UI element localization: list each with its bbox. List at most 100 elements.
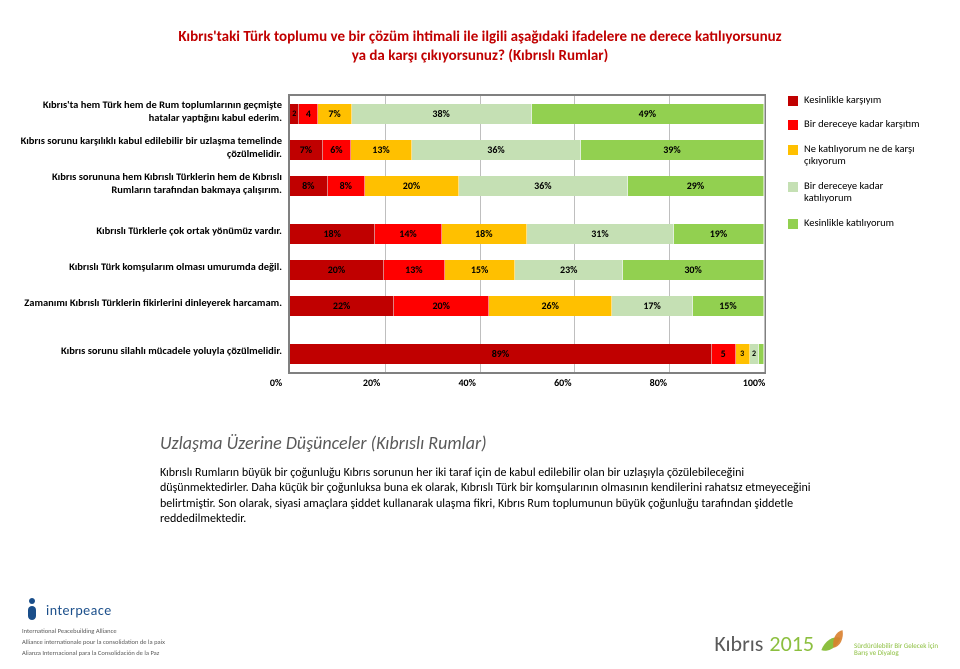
bar-segment: 49% — [532, 104, 764, 124]
kibris-tag-2: Barış ve Diyalog — [854, 649, 938, 657]
kibris-year: 2015 — [769, 630, 814, 657]
interpeace-icon — [22, 598, 42, 624]
bar-segment: 15% — [445, 260, 515, 280]
bar-segment: 89% — [290, 344, 712, 364]
bar-row: 7%6%13%36%39% — [290, 132, 764, 168]
stacked-bar: 22%20%26%17%15% — [290, 296, 764, 316]
group-spacer — [12, 322, 288, 334]
footer-right: Kıbrıs 2015 Sürdürülebilir Bir Gelecek İ… — [714, 630, 938, 657]
row-labels: Kıbrıs'ta hem Türk hem de Rum toplumları… — [12, 94, 288, 370]
legend-swatch — [788, 182, 798, 192]
kibris-tagline: Sürdürülebilir Bir Gelecek İçin Barış ve… — [854, 642, 938, 657]
stacked-bar: 7%6%13%36%39% — [290, 140, 764, 160]
row-label: Kıbrıs sorunu karşılıklı kabul edilebili… — [12, 130, 288, 166]
title-line-2: ya da karşı çıkıyorsunuz? (Kıbrıslı Ruml… — [60, 47, 900, 66]
commentary-body: Kıbrıslı Rumların büyük bir çoğunluğu Kı… — [160, 466, 830, 528]
chart-area: Kıbrıs'ta hem Türk hem de Rum toplumları… — [0, 76, 960, 374]
bar-segment: 22% — [290, 296, 394, 316]
stacked-bar: 247%38%49% — [290, 104, 764, 124]
bar-segment: 29% — [628, 176, 764, 196]
stacked-bar: 8%8%20%36%29% — [290, 176, 764, 196]
x-axis: 0%20%40%60%80%100% — [276, 376, 754, 396]
bar-segment: 8% — [290, 176, 328, 196]
bar-segment: 38% — [352, 104, 532, 124]
legend-item: Bir dereceye kadar katılıyorum — [788, 180, 930, 205]
x-tick-label: 80% — [650, 376, 667, 389]
bar-segment: 23% — [515, 260, 623, 280]
row-label: Kıbrıslı Türklerle çok ortak yönümüz var… — [12, 214, 288, 250]
footer-left: interpeace International Peacebuilding A… — [22, 598, 165, 657]
x-tick-label: 20% — [363, 376, 380, 389]
legend-label: Bir dereceye kadar karşıtım — [804, 118, 920, 131]
bar-segment: 2 — [750, 344, 759, 364]
bar-segment: 7% — [318, 104, 351, 124]
footer-tag-2: Alliance internationale pour la consolid… — [22, 639, 165, 646]
row-label: Kıbrıslı Türk komşularım olması umurumda… — [12, 250, 288, 286]
interpeace-logo: interpeace — [22, 598, 165, 624]
legend-item: Bir dereceye kadar karşıtım — [788, 118, 930, 131]
bar-segment: 6% — [323, 140, 351, 160]
x-tick-label: 60% — [554, 376, 571, 389]
commentary-title: Uzlaşma Üzerine Düşünceler (Kıbrıslı Rum… — [160, 432, 830, 454]
legend-swatch — [788, 145, 798, 155]
bar-segment: 39% — [581, 140, 764, 160]
bar-segment: 5 — [712, 344, 736, 364]
bar-segment: 17% — [612, 296, 693, 316]
legend-label: Ne katılıyorum ne de karşı çıkıyorum — [804, 143, 930, 168]
commentary-section: Uzlaşma Üzerine Düşünceler (Kıbrıslı Rum… — [0, 432, 960, 528]
footer-tag-1: International Peacebuilding Alliance — [22, 628, 165, 635]
bar-segment: 20% — [365, 176, 459, 196]
legend-swatch — [788, 120, 798, 130]
row-label: Kıbrıs'ta hem Türk hem de Rum toplumları… — [12, 94, 288, 130]
legend-label: Bir dereceye kadar katılıyorum — [804, 180, 930, 205]
legend-label: Kesinlikle katılıyorum — [804, 217, 894, 230]
kibris-word: Kıbrıs — [714, 630, 763, 657]
bar-segment: 19% — [674, 224, 764, 244]
bar-segment: 8% — [328, 176, 366, 196]
bar-row: 89%532 — [290, 336, 764, 372]
legend-item: Ne katılıyorum ne de karşı çıkıyorum — [788, 143, 930, 168]
footer-tag-3: Alianza Internacional para la Consolidac… — [22, 650, 165, 657]
kibris-logo: Kıbrıs 2015 — [714, 630, 846, 657]
bar-segment — [759, 344, 764, 364]
bar-segment: 31% — [527, 224, 674, 244]
x-tick-label: 40% — [458, 376, 475, 389]
x-tick-label: 0% — [270, 376, 282, 389]
bar-segment: 14% — [375, 224, 441, 244]
bar-segment: 15% — [693, 296, 764, 316]
group-spacer — [290, 204, 764, 216]
group-spacer — [12, 202, 288, 214]
bar-row: 18%14%18%31%19% — [290, 216, 764, 252]
bar-segment: 20% — [290, 260, 384, 280]
bar-segment: 3 — [736, 344, 750, 364]
grid-line — [764, 96, 765, 372]
chart-plot: 247%38%49%7%6%13%36%39%8%8%20%36%29%18%1… — [288, 94, 766, 374]
bar-row: 247%38%49% — [290, 96, 764, 132]
stacked-bar: 89%532 — [290, 344, 764, 364]
interpeace-text: interpeace — [46, 602, 112, 619]
legend-swatch — [788, 96, 798, 106]
bar-segment: 7% — [290, 140, 323, 160]
x-tick-label: 100% — [743, 376, 766, 389]
row-label: Kıbrıs sorunu silahlı mücadele yoluyla ç… — [12, 334, 288, 370]
bar-segment: 36% — [459, 176, 628, 196]
bar-segment: 18% — [442, 224, 527, 244]
bar-segment: 36% — [412, 140, 581, 160]
bar-segment: 13% — [351, 140, 412, 160]
row-label: Zamanımı Kıbrıslı Türklerin fikirlerini … — [12, 286, 288, 322]
bar-row: 8%8%20%36%29% — [290, 168, 764, 204]
bar-segment: 20% — [394, 296, 489, 316]
bar-segment: 30% — [623, 260, 764, 280]
group-spacer — [290, 324, 764, 336]
title-line-1: Kıbrıs'taki Türk toplumu ve bir çözüm ih… — [60, 28, 900, 47]
row-label: Kıbrıs sorununa hem Kıbrıslı Türklerin h… — [12, 166, 288, 202]
bar-row: 20%13%15%23%30% — [290, 252, 764, 288]
legend: Kesinlikle karşıyım Bir dereceye kadar ka… — [766, 94, 930, 230]
legend-swatch — [788, 219, 798, 229]
stacked-bar: 18%14%18%31%19% — [290, 224, 764, 244]
chart-title: Kıbrıs'taki Türk toplumu ve bir çözüm ih… — [0, 0, 960, 76]
bar-segment: 13% — [384, 260, 445, 280]
legend-label: Kesinlikle karşıyım — [804, 94, 881, 107]
bar-segment: 2 — [290, 104, 299, 124]
bar-row: 22%20%26%17%15% — [290, 288, 764, 324]
